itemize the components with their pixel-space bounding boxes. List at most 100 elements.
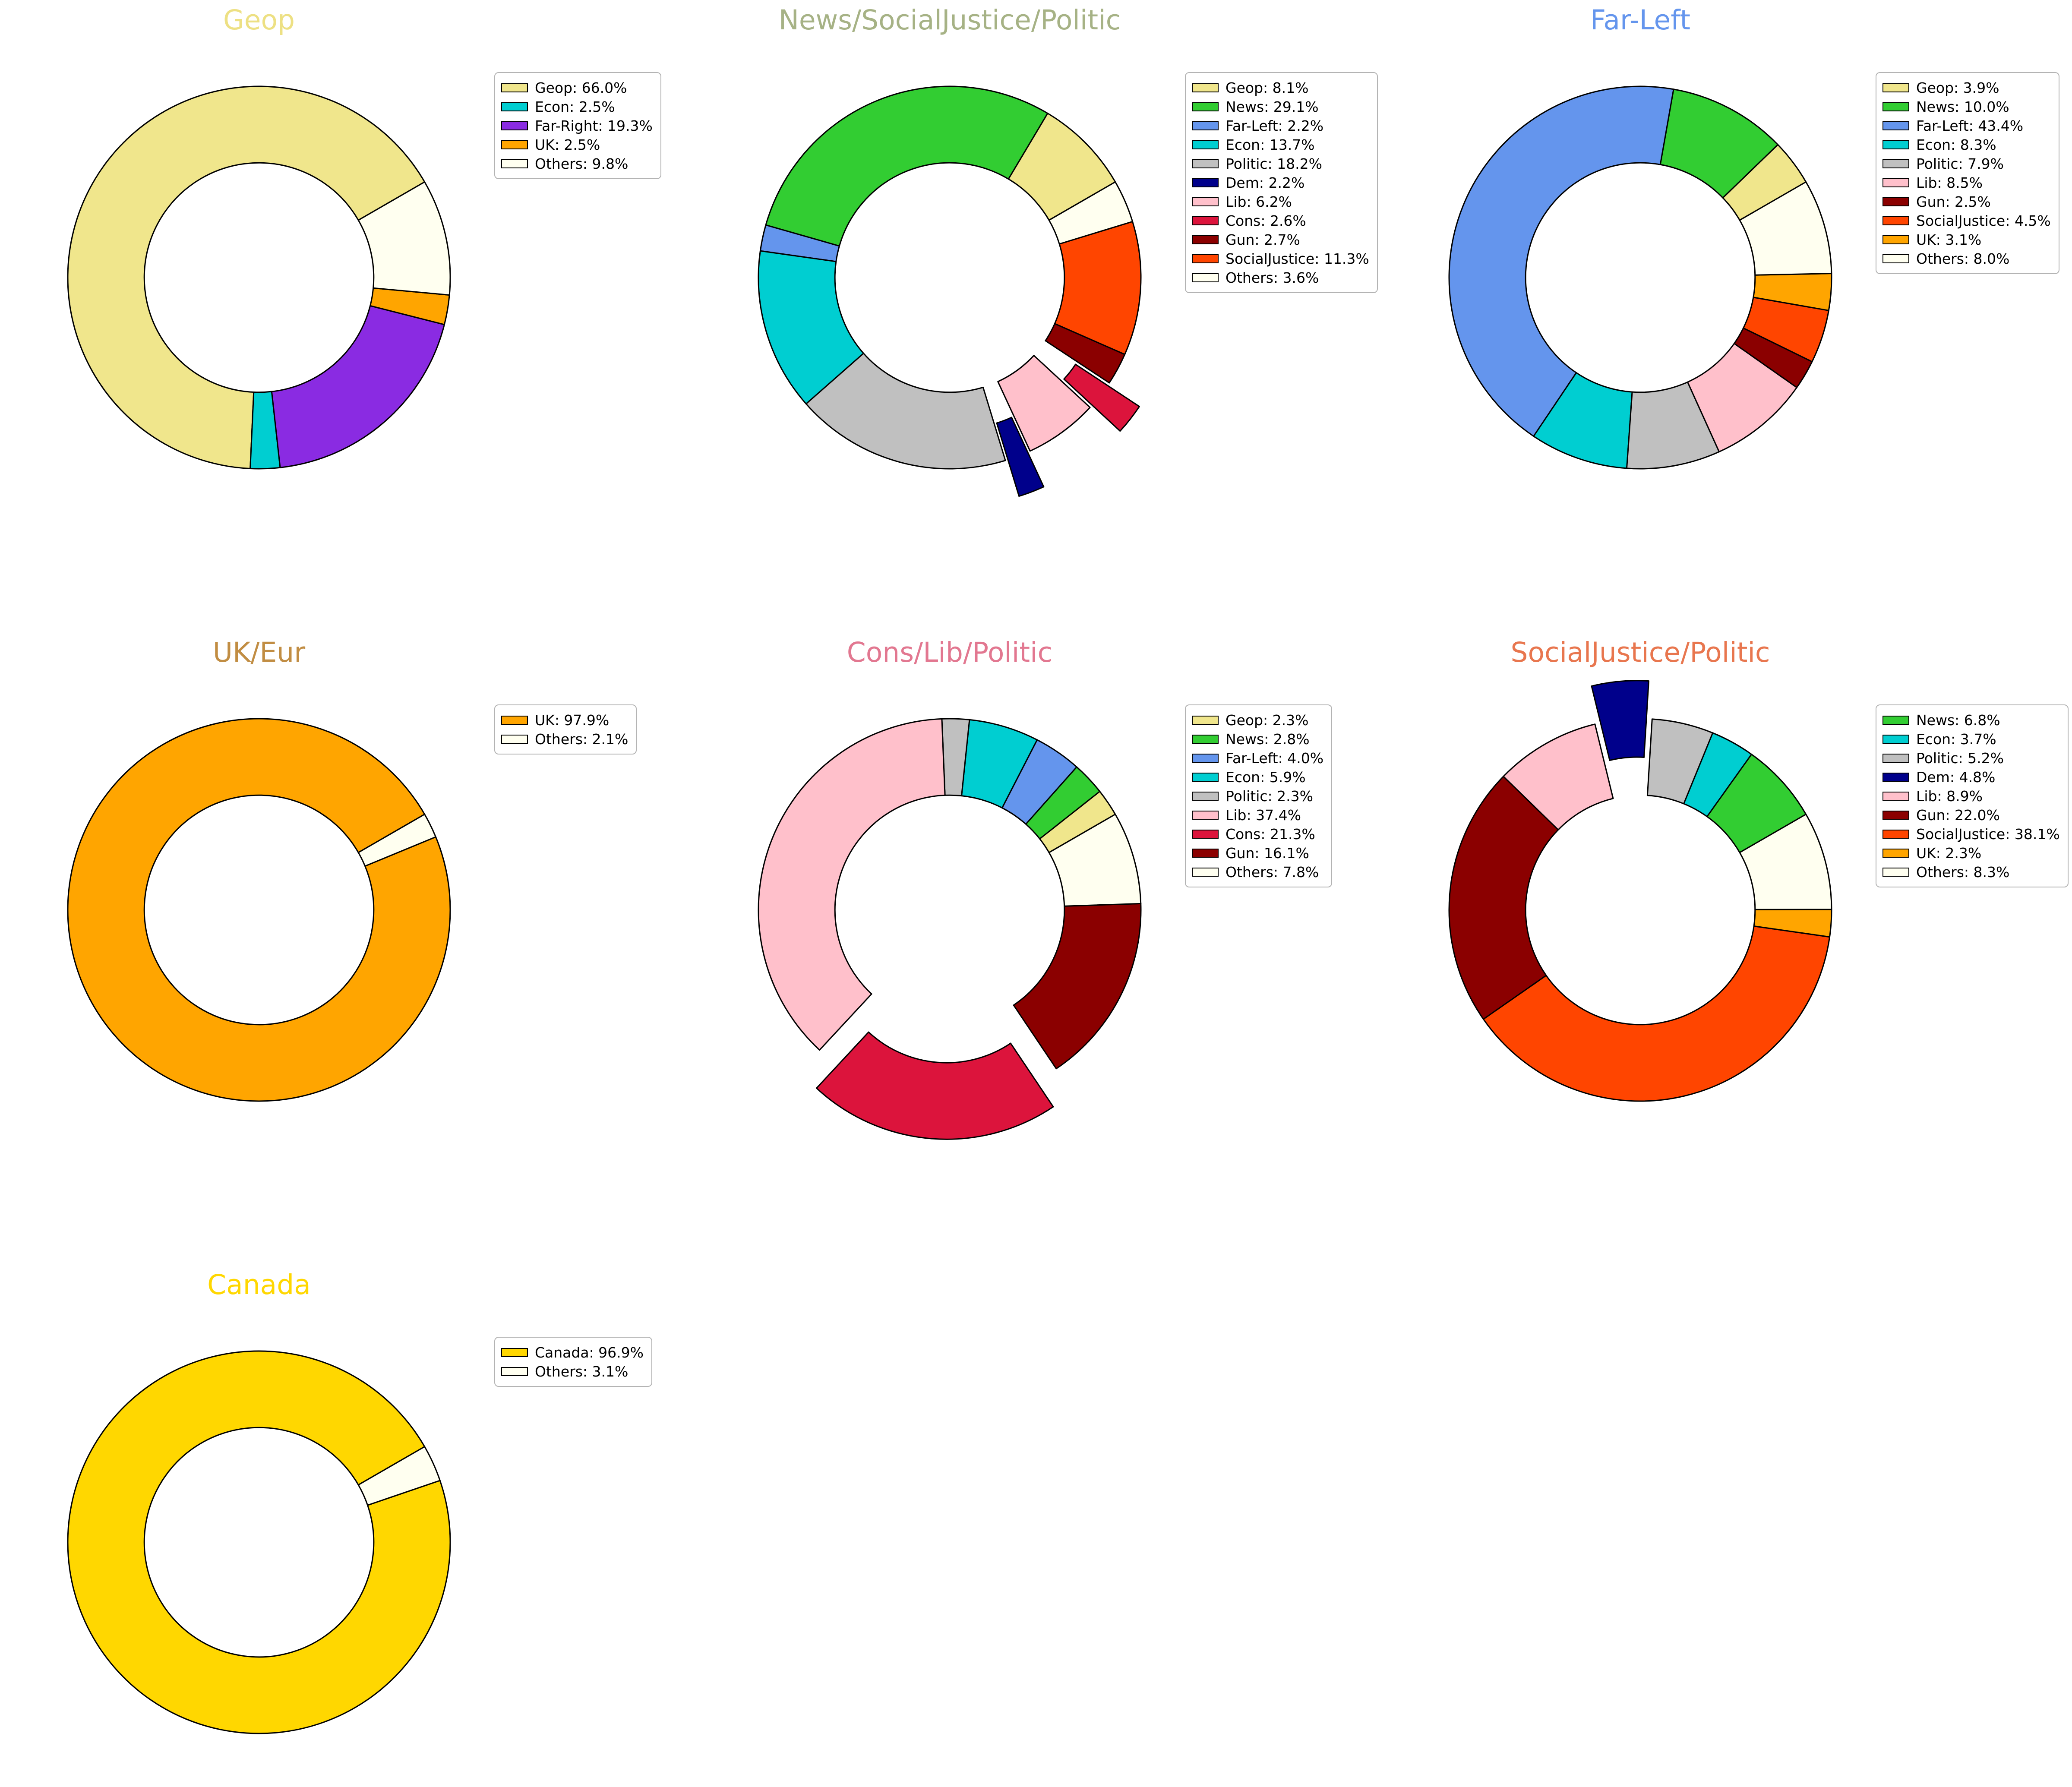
legend-label: Lib: 8.5% xyxy=(1916,174,1983,191)
legend-item-news: News: 29.1% xyxy=(1192,97,1369,116)
legend-label: SocialJustice: 11.3% xyxy=(1226,250,1369,267)
legend-swatch-far-right xyxy=(501,121,528,130)
legend-label: Gun: 22.0% xyxy=(1916,806,2000,824)
legend-label: Gun: 16.1% xyxy=(1226,844,1309,862)
legend-label: UK: 2.5% xyxy=(535,136,600,153)
legend-swatch-news xyxy=(1192,102,1219,111)
legend-label: Politic: 2.3% xyxy=(1226,787,1313,805)
pie-slice-dem xyxy=(996,417,1045,497)
legend-item-econ: Econ: 8.3% xyxy=(1882,135,2051,154)
legend-swatch-politic xyxy=(1192,159,1219,168)
legend-item-far-left: Far-Left: 4.0% xyxy=(1192,748,1323,767)
pie-slice-gun xyxy=(1448,776,1559,1020)
legend-swatch-dem xyxy=(1882,772,1909,782)
legend-label: Canada: 96.9% xyxy=(535,1344,644,1361)
legend-label: Others: 9.8% xyxy=(535,155,629,172)
legend-label: Lib: 8.9% xyxy=(1916,787,1983,805)
legend-swatch-dem xyxy=(1192,178,1219,187)
pie-slice-lib xyxy=(758,718,946,1051)
legend-swatch-far-left xyxy=(1192,753,1219,763)
legend-swatch-geop xyxy=(1882,83,1909,92)
pie-slice-lib xyxy=(997,355,1091,452)
legend: Geop: 3.9% News: 10.0% Far-Left: 43.4% Econ… xyxy=(1876,72,2059,274)
legend-item-news: News: 6.8% xyxy=(1882,710,2060,729)
legend-swatch-gun xyxy=(1882,197,1909,206)
chart-title: UK/Eur xyxy=(212,637,306,668)
legend-swatch-geop xyxy=(501,83,528,92)
legend-item-news: News: 2.8% xyxy=(1192,729,1323,748)
legend: News: 6.8% Econ: 3.7% Politic: 5.2% Dem: 4.… xyxy=(1876,704,2069,887)
legend-label: Politic: 5.2% xyxy=(1916,749,2004,767)
legend-swatch-econ xyxy=(1882,140,1909,149)
legend-swatch-others xyxy=(501,159,528,168)
legend-item-lib: Lib: 37.4% xyxy=(1192,805,1323,824)
legend-swatch-politic xyxy=(1192,791,1219,801)
legend-item-socialjustice: SocialJustice: 4.5% xyxy=(1882,211,2051,230)
legend-label: Cons: 21.3% xyxy=(1226,825,1315,843)
legend-label: Dem: 4.8% xyxy=(1916,768,1996,786)
pie-slice-others xyxy=(1048,181,1134,245)
legend-swatch-lib xyxy=(1192,810,1219,820)
legend-label: Econ: 2.5% xyxy=(535,98,615,115)
legend-item-socialjustice: SocialJustice: 38.1% xyxy=(1882,824,2060,843)
legend-item-others: Others: 2.1% xyxy=(501,729,628,748)
pie-slice-politic xyxy=(1646,718,1714,805)
legend-swatch-others xyxy=(501,734,528,744)
legend-label: Geop: 3.9% xyxy=(1916,79,1999,96)
legend-label: Lib: 6.2% xyxy=(1226,193,1292,210)
pie-slice-others xyxy=(1048,814,1142,907)
legend-label: Econ: 8.3% xyxy=(1916,136,1996,153)
legend-label: Lib: 37.4% xyxy=(1226,806,1301,824)
legend: Geop: 2.3% News: 2.8% Far-Left: 4.0% Econ: … xyxy=(1185,704,1333,887)
donut-chart xyxy=(67,718,451,1102)
legend-swatch-gun xyxy=(1192,848,1219,858)
legend-item-far-right: Far-Right: 19.3% xyxy=(501,116,653,135)
legend-swatch-others xyxy=(1192,273,1219,282)
legend-swatch-uk xyxy=(1882,235,1909,244)
legend-item-others: Others: 8.3% xyxy=(1882,862,2060,881)
legend-swatch-uk xyxy=(501,715,528,725)
pie-slice-others xyxy=(357,181,451,296)
legend-label: UK: 97.9% xyxy=(535,711,610,729)
donut-chart xyxy=(758,718,1142,1140)
pie-slice-econ xyxy=(758,250,864,405)
legend-label: News: 2.8% xyxy=(1226,730,1310,748)
legend-label: News: 10.0% xyxy=(1916,98,2009,115)
legend-swatch-others xyxy=(1192,867,1219,877)
legend-item-geop: Geop: 8.1% xyxy=(1192,78,1369,97)
legend-label: UK: 2.3% xyxy=(1916,844,1982,862)
legend-swatch-news xyxy=(1882,102,1909,111)
pie-slice-others xyxy=(357,1446,441,1506)
legend-swatch-lib xyxy=(1882,791,1909,801)
legend-swatch-cons xyxy=(1192,216,1219,225)
legend-label: Others: 8.0% xyxy=(1916,250,2010,267)
legend-item-news: News: 10.0% xyxy=(1882,97,2051,116)
legend-label: UK: 3.1% xyxy=(1916,231,1982,248)
legend-label: Others: 7.8% xyxy=(1226,863,1319,881)
legend-item-others: Others: 9.8% xyxy=(501,154,653,173)
legend-item-geop: Geop: 3.9% xyxy=(1882,78,2051,97)
legend-item-others: Others: 3.6% xyxy=(1192,268,1369,287)
legend-label: Others: 3.6% xyxy=(1226,269,1319,286)
legend-label: Politic: 7.9% xyxy=(1916,155,2004,172)
legend-label: Cons: 2.6% xyxy=(1226,212,1306,229)
legend-swatch-econ xyxy=(1192,140,1219,149)
legend-swatch-socialjustice xyxy=(1192,254,1219,263)
pie-slice-cons xyxy=(816,1031,1054,1140)
legend-swatch-econ xyxy=(1192,772,1219,782)
chart-title: Canada xyxy=(207,1269,311,1301)
legend: Geop: 8.1% News: 29.1% Far-Left: 2.2% Econ:… xyxy=(1185,72,1378,293)
legend-swatch-cons xyxy=(1192,829,1219,839)
legend-swatch-far-left xyxy=(1882,121,1909,130)
legend-swatch-uk xyxy=(501,140,528,149)
pie-slice-far-left xyxy=(1448,85,1674,437)
legend-item-dem: Dem: 4.8% xyxy=(1882,767,2060,786)
legend-item-dem: Dem: 2.2% xyxy=(1192,173,1369,192)
legend: Geop: 66.0% Econ: 2.5% Far-Right: 19.3% UK:… xyxy=(494,72,661,179)
legend-item-geop: Geop: 66.0% xyxy=(501,78,653,97)
legend-label: Econ: 5.9% xyxy=(1226,768,1306,786)
legend-item-uk: UK: 97.9% xyxy=(501,710,628,729)
pie-slice-far-right xyxy=(271,305,445,468)
chart-title: Geop xyxy=(223,4,295,36)
legend-swatch-geop xyxy=(1192,83,1219,92)
